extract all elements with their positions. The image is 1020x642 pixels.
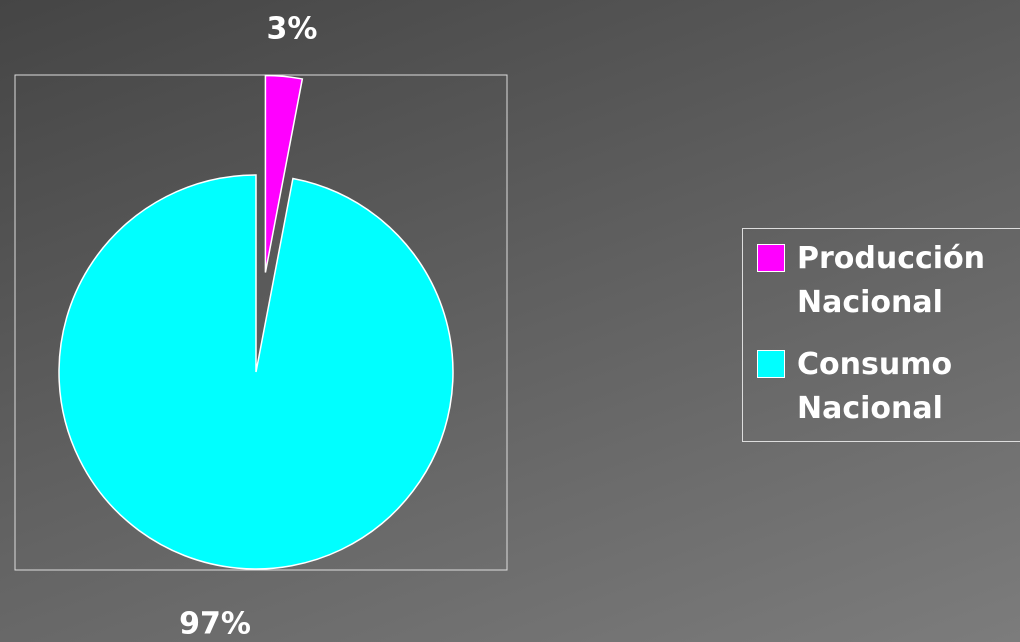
pie-slice — [58, 174, 454, 570]
legend-item: Producción Nacional — [757, 237, 1020, 325]
legend-item: Consumo Nacional — [757, 343, 1020, 431]
pie-slice — [264, 74, 304, 273]
plot-frame — [14, 74, 508, 571]
data-label: 3% — [267, 12, 318, 47]
legend: Producción Nacional Consumo Nacional — [742, 228, 1020, 442]
data-label: 97% — [179, 607, 251, 642]
legend-label: Consumo Nacional — [797, 347, 953, 426]
legend-swatch — [757, 350, 785, 378]
legend-label: Producción Nacional — [797, 241, 986, 320]
legend-swatch — [757, 244, 785, 272]
